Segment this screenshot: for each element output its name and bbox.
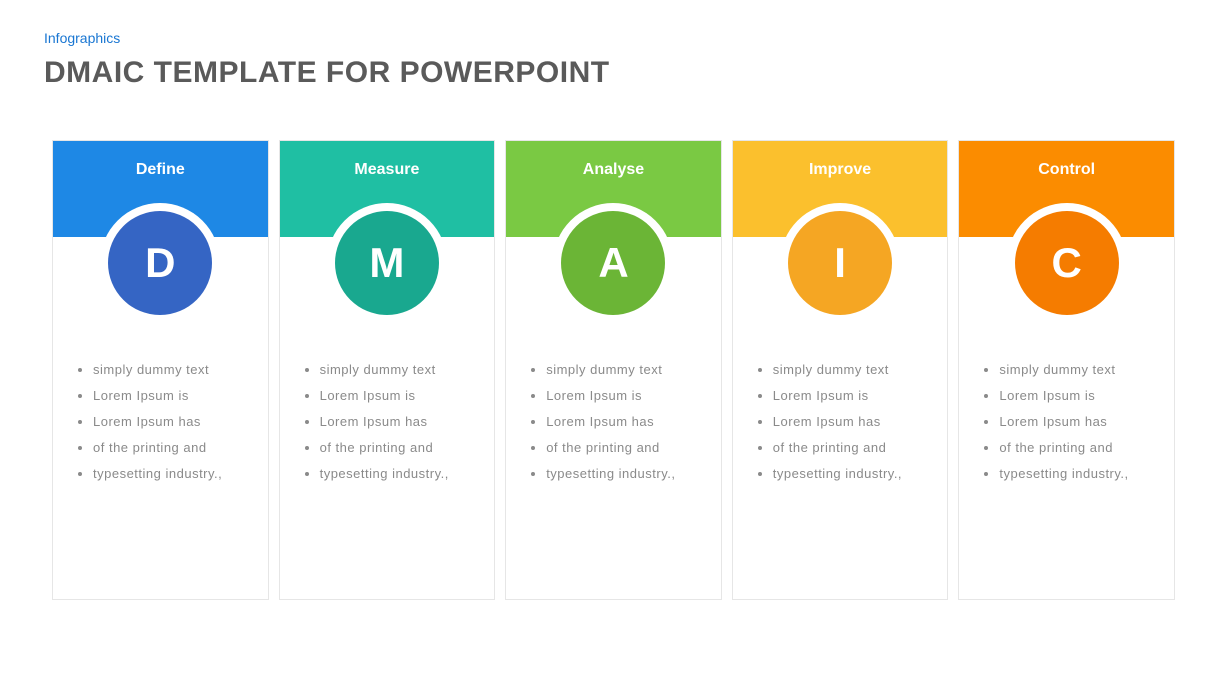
circle-letter-analyse: A <box>561 211 665 315</box>
list-item: simply dummy text <box>773 357 930 383</box>
page-header: Infographics DMAIC TEMPLATE FOR POWERPOI… <box>0 0 1227 90</box>
circle-letter-control: C <box>1015 211 1119 315</box>
bullet-list: simply dummy text Lorem Ipsum is Lorem I… <box>308 357 477 487</box>
card-header-define: Define D <box>53 141 268 237</box>
list-item: of the printing and <box>773 435 930 461</box>
list-item: typesetting industry., <box>320 461 477 487</box>
list-item: of the printing and <box>546 435 703 461</box>
list-item: Lorem Ipsum has <box>773 409 930 435</box>
bullet-list: simply dummy text Lorem Ipsum is Lorem I… <box>81 357 250 487</box>
list-item: Lorem Ipsum is <box>773 383 930 409</box>
page-title: DMAIC TEMPLATE FOR POWERPOINT <box>44 56 1227 90</box>
list-item: simply dummy text <box>93 357 250 383</box>
list-item: Lorem Ipsum has <box>546 409 703 435</box>
list-item: Lorem Ipsum has <box>93 409 250 435</box>
list-item: Lorem Ipsum is <box>320 383 477 409</box>
circle-outer: M <box>327 203 447 323</box>
card-header-measure: Measure M <box>280 141 495 237</box>
card-measure: Measure M simply dummy text Lorem Ipsum … <box>279 140 496 600</box>
bullet-list: simply dummy text Lorem Ipsum is Lorem I… <box>761 357 930 487</box>
card-header-control: Control C <box>959 141 1174 237</box>
card-label: Improve <box>809 161 871 178</box>
circle-outer: A <box>553 203 673 323</box>
list-item: Lorem Ipsum has <box>320 409 477 435</box>
card-header-analyse: Analyse A <box>506 141 721 237</box>
list-item: Lorem Ipsum is <box>93 383 250 409</box>
card-improve: Improve I simply dummy text Lorem Ipsum … <box>732 140 949 600</box>
card-label: Measure <box>354 161 419 178</box>
bullet-list: simply dummy text Lorem Ipsum is Lorem I… <box>987 357 1156 487</box>
bullet-list: simply dummy text Lorem Ipsum is Lorem I… <box>534 357 703 487</box>
list-item: typesetting industry., <box>999 461 1156 487</box>
list-item: Lorem Ipsum is <box>999 383 1156 409</box>
list-item: typesetting industry., <box>773 461 930 487</box>
list-item: typesetting industry., <box>93 461 250 487</box>
circle-letter-define: D <box>108 211 212 315</box>
card-label: Analyse <box>583 161 644 178</box>
circle-letter-measure: M <box>335 211 439 315</box>
card-label: Control <box>1038 161 1095 178</box>
card-label: Define <box>136 161 185 178</box>
breadcrumb[interactable]: Infographics <box>44 30 1227 46</box>
circle-outer: I <box>780 203 900 323</box>
list-item: simply dummy text <box>546 357 703 383</box>
list-item: simply dummy text <box>999 357 1156 383</box>
card-define: Define D simply dummy text Lorem Ipsum i… <box>52 140 269 600</box>
card-analyse: Analyse A simply dummy text Lorem Ipsum … <box>505 140 722 600</box>
list-item: Lorem Ipsum has <box>999 409 1156 435</box>
card-control: Control C simply dummy text Lorem Ipsum … <box>958 140 1175 600</box>
circle-outer: C <box>1007 203 1127 323</box>
card-header-improve: Improve I <box>733 141 948 237</box>
circle-letter-improve: I <box>788 211 892 315</box>
list-item: Lorem Ipsum is <box>546 383 703 409</box>
list-item: simply dummy text <box>320 357 477 383</box>
list-item: typesetting industry., <box>546 461 703 487</box>
circle-outer: D <box>100 203 220 323</box>
dmaic-cards-container: Define D simply dummy text Lorem Ipsum i… <box>0 90 1227 600</box>
list-item: of the printing and <box>320 435 477 461</box>
list-item: of the printing and <box>999 435 1156 461</box>
list-item: of the printing and <box>93 435 250 461</box>
